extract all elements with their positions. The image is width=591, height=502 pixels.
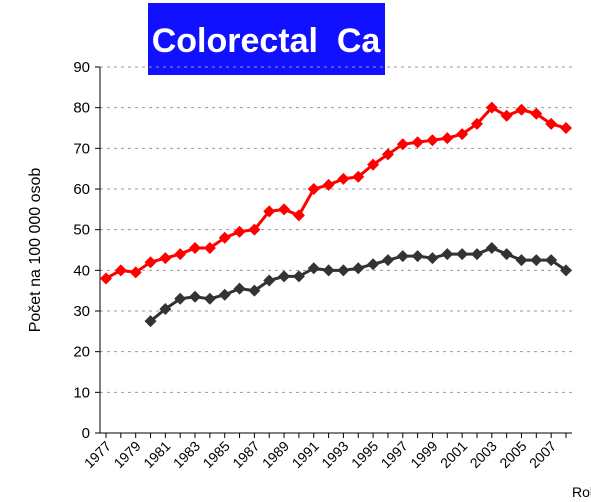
x-tick-label: 1979 xyxy=(110,438,143,471)
marker xyxy=(426,134,439,147)
y-tick-label: 60 xyxy=(73,181,90,198)
marker xyxy=(500,109,513,122)
marker xyxy=(189,241,202,254)
x-tick-label: 1999 xyxy=(407,438,440,471)
marker xyxy=(263,274,276,287)
y-tick-label: 50 xyxy=(73,222,90,239)
marker xyxy=(456,248,469,261)
marker xyxy=(203,292,216,305)
marker xyxy=(515,254,528,267)
series-line xyxy=(149,246,567,323)
x-tick-label: 1991 xyxy=(289,438,322,471)
marker xyxy=(352,170,365,183)
x-tick-label: 1977 xyxy=(81,438,114,471)
x-tick-label: 1987 xyxy=(229,438,262,471)
marker xyxy=(159,252,172,265)
x-axis-label: Rok xyxy=(572,484,591,500)
marker xyxy=(470,248,483,261)
marker xyxy=(337,172,350,185)
marker xyxy=(144,315,157,328)
x-tick-label: 2005 xyxy=(496,438,529,471)
marker xyxy=(129,266,142,279)
y-tick-label: 90 xyxy=(73,59,90,76)
marker xyxy=(337,264,350,277)
marker xyxy=(307,183,320,195)
x-tick-label: 2007 xyxy=(526,438,559,471)
chart-title: Colorectal Ca xyxy=(152,22,382,60)
marker xyxy=(248,284,261,297)
marker xyxy=(441,132,454,145)
marker xyxy=(411,250,424,263)
marker xyxy=(144,256,157,269)
marker xyxy=(248,223,261,236)
y-tick-label: 40 xyxy=(73,262,90,279)
title-box xyxy=(148,3,385,75)
marker xyxy=(189,290,202,303)
marker xyxy=(396,250,409,263)
marker xyxy=(367,158,380,171)
y-tick-label: 70 xyxy=(73,140,90,157)
marker xyxy=(545,117,558,130)
marker xyxy=(278,270,291,283)
marker xyxy=(174,248,187,261)
x-tick-label: 2003 xyxy=(467,438,500,471)
marker xyxy=(500,248,513,261)
series-line xyxy=(105,105,567,280)
marker xyxy=(352,262,365,275)
marker xyxy=(159,302,172,315)
y-axis-label: Počet na 100 000 osob xyxy=(27,168,44,333)
marker xyxy=(530,107,543,120)
marker xyxy=(233,225,246,238)
marker xyxy=(218,288,231,301)
marker xyxy=(278,203,291,216)
marker xyxy=(292,270,305,283)
x-tick-label: 1997 xyxy=(378,438,411,471)
y-tick-label: 80 xyxy=(73,100,90,117)
x-tick-label: 1983 xyxy=(170,438,203,471)
x-tick-label: 1995 xyxy=(348,438,381,471)
marker xyxy=(530,254,543,267)
marker xyxy=(545,254,558,267)
marker xyxy=(233,282,246,295)
marker xyxy=(307,262,320,275)
marker xyxy=(292,209,305,222)
x-tick-label: 1989 xyxy=(259,438,292,471)
y-tick-label: 20 xyxy=(73,344,90,361)
marker xyxy=(218,231,231,244)
marker xyxy=(560,122,572,134)
marker xyxy=(426,252,439,265)
marker xyxy=(322,178,335,191)
y-tick-label: 0 xyxy=(82,425,90,442)
marker xyxy=(515,103,528,116)
marker xyxy=(367,258,380,271)
marker xyxy=(456,128,469,141)
marker xyxy=(100,272,112,285)
marker xyxy=(560,264,572,277)
y-tick-label: 30 xyxy=(73,303,90,320)
x-tick-label: 2001 xyxy=(437,438,470,471)
marker xyxy=(381,148,394,161)
x-tick-label: 1981 xyxy=(140,438,173,471)
marker xyxy=(485,241,498,254)
marker xyxy=(322,264,335,277)
x-tick-label: 1985 xyxy=(199,438,232,471)
marker xyxy=(203,241,216,254)
y-tick-label: 10 xyxy=(73,384,90,401)
marker xyxy=(263,205,276,218)
x-tick-label: 1993 xyxy=(318,438,351,471)
marker xyxy=(411,136,424,149)
marker xyxy=(441,248,454,261)
marker xyxy=(381,254,394,267)
marker xyxy=(396,138,409,151)
marker xyxy=(485,101,498,114)
marker xyxy=(470,117,483,130)
marker xyxy=(114,264,127,277)
marker xyxy=(174,292,187,305)
